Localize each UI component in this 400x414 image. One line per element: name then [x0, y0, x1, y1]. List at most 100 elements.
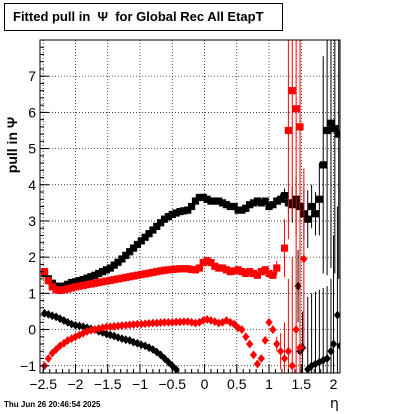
data-point-square [253, 271, 262, 279]
data-point-square [203, 195, 211, 203]
data-point-square [280, 192, 289, 200]
data-point-square [292, 105, 300, 113]
y-axis-label-box: pull in Ψ [4, 100, 20, 190]
x-tick-label: 2 [330, 376, 338, 392]
data-point-square [114, 258, 122, 266]
data-point-diamond [164, 317, 172, 327]
x-tick-label: −1 [132, 376, 148, 392]
data-point-square [126, 273, 134, 281]
data-point-diamond [164, 357, 172, 367]
data-point-square [98, 278, 107, 286]
x-tick-label: −1.5 [94, 376, 122, 392]
data-point-diamond [98, 323, 107, 333]
data-point-square [79, 281, 87, 290]
data-point-square [168, 210, 176, 219]
data-point-square [207, 259, 215, 267]
data-point-square [242, 204, 250, 212]
y-tick-label: 0 [28, 322, 36, 338]
data-point-square [230, 267, 238, 275]
data-point-square [83, 281, 91, 289]
x-tick-label: 1.5 [292, 376, 312, 392]
data-point-square [311, 210, 320, 218]
data-point-square [249, 269, 258, 278]
data-point-square [215, 197, 223, 205]
x-tick-label: −2.5 [29, 376, 57, 392]
data-point-square [180, 265, 188, 273]
data-point-diamond [311, 359, 320, 369]
data-point-square [110, 261, 118, 269]
data-point-square [265, 269, 273, 278]
data-point-diamond [230, 319, 238, 329]
data-point-square [79, 276, 87, 284]
x-tick-label: 0.5 [227, 376, 247, 392]
x-tick-label: −2 [67, 376, 83, 392]
data-point-diamond [288, 361, 296, 371]
data-point-diamond [257, 354, 265, 363]
x-tick-label: 0 [201, 376, 209, 392]
data-point-diamond [336, 341, 340, 351]
data-point-diamond [323, 354, 331, 363]
data-point-diamond [160, 317, 169, 327]
data-point-square [95, 269, 103, 278]
data-point-square [102, 277, 111, 285]
data-point-square [91, 271, 99, 279]
data-point-square [122, 251, 130, 259]
data-point-square [106, 264, 114, 272]
data-point-square [188, 265, 196, 274]
data-point-diamond [180, 317, 188, 327]
data-point-square [91, 279, 99, 287]
data-point-square [118, 255, 126, 263]
data-point-square [323, 126, 331, 135]
data-point-diamond [137, 340, 145, 350]
data-point-square [71, 283, 80, 291]
data-point-square [180, 207, 188, 215]
data-point-diamond [249, 350, 258, 360]
data-point-diamond [304, 364, 312, 373]
data-point-square [226, 268, 234, 276]
data-point-square [68, 278, 76, 287]
data-point-diamond [265, 317, 273, 327]
data-point-diamond [172, 364, 180, 373]
data-point-diamond [284, 346, 292, 356]
data-point-square [238, 268, 246, 276]
data-point-square [83, 274, 91, 282]
data-point-square [149, 268, 157, 276]
y-tick-label: 2 [28, 249, 36, 265]
data-point-square [234, 266, 242, 274]
data-point-square [253, 197, 262, 205]
data-point-diamond [102, 329, 111, 339]
data-point-square [226, 202, 234, 211]
data-point-diamond [300, 254, 308, 264]
data-point-square [319, 161, 327, 169]
data-point-diamond [242, 332, 250, 342]
data-point-diamond [207, 316, 215, 325]
data-point-square [145, 230, 153, 238]
data-point-square [114, 275, 122, 283]
data-point-square [191, 266, 200, 274]
data-point-diamond [238, 325, 246, 334]
data-point-square [110, 276, 118, 284]
data-point-diamond [118, 334, 126, 344]
data-point-square [218, 199, 227, 207]
y-tick-label: 5 [28, 141, 36, 157]
data-point-square [95, 278, 103, 287]
data-point-square [133, 240, 142, 249]
data-point-square [304, 215, 312, 223]
data-point-square [265, 202, 273, 211]
data-point-square [308, 202, 316, 211]
data-point-square [52, 286, 60, 294]
data-point-diamond [68, 319, 76, 329]
data-point-square [133, 271, 142, 279]
data-point-square [157, 267, 165, 275]
data-point-square [164, 213, 172, 221]
data-point-diamond [199, 316, 207, 325]
data-point-square [222, 266, 231, 274]
data-point-square [168, 265, 176, 274]
data-point-diamond [292, 325, 300, 334]
data-point-square [184, 265, 192, 273]
data-point-square [98, 268, 107, 276]
data-point-square [157, 219, 165, 227]
data-point-diamond [157, 318, 165, 328]
data-point-diamond [184, 317, 192, 327]
